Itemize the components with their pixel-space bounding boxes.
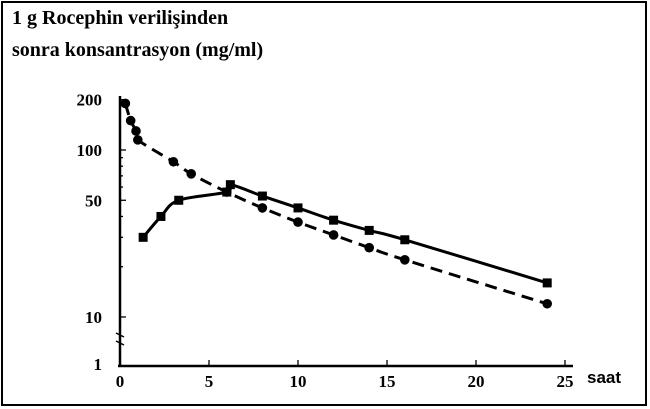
series-1-point bbox=[257, 203, 268, 213]
y-tick-label: 10 bbox=[85, 308, 102, 327]
y-tick-label: 200 bbox=[77, 91, 103, 110]
chart-title-line-2: sonra konsantrasyon (mg/ml) bbox=[12, 39, 264, 61]
x-axis-label: saat bbox=[587, 368, 621, 387]
series-2-point bbox=[156, 211, 166, 221]
series-1-point bbox=[364, 242, 375, 253]
series-1-point bbox=[293, 217, 303, 227]
series-2-line bbox=[141, 183, 548, 285]
y-tick-label: 50 bbox=[85, 191, 102, 210]
series-2-point bbox=[257, 191, 267, 201]
y-tick-label: 100 bbox=[77, 141, 103, 160]
series-1-point bbox=[125, 115, 136, 126]
x-tick-label: 0 bbox=[116, 372, 125, 391]
series-2-point bbox=[364, 225, 374, 235]
y-axis-break-mark bbox=[115, 332, 125, 346]
series-2-point bbox=[542, 278, 552, 288]
series-1-point bbox=[400, 255, 410, 265]
series-1-point bbox=[168, 156, 179, 167]
series-2-point bbox=[225, 180, 235, 190]
series-2-point bbox=[138, 232, 148, 242]
series-2-point bbox=[400, 235, 410, 245]
x-tick-label: 20 bbox=[468, 372, 485, 391]
series-2-point bbox=[293, 203, 303, 213]
y-tick-label: 1 bbox=[94, 355, 103, 374]
x-tick-label: 10 bbox=[290, 372, 307, 391]
x-tick-label: 25 bbox=[557, 372, 574, 391]
series-1-point bbox=[542, 298, 552, 309]
series-1-point bbox=[120, 98, 131, 109]
x-tick-label: 5 bbox=[205, 372, 214, 391]
series-1-point bbox=[133, 135, 143, 145]
x-tick-label: 15 bbox=[379, 372, 396, 391]
series-1-point bbox=[131, 126, 141, 136]
series-1-point bbox=[186, 169, 196, 179]
chart-title-line-1: 1 g Rocephin verilişinden bbox=[12, 7, 229, 29]
series-1-point bbox=[328, 230, 339, 240]
series-2-point bbox=[329, 215, 339, 225]
series-2-point bbox=[222, 187, 232, 197]
series-2-point bbox=[174, 195, 184, 205]
series-1-line bbox=[123, 103, 548, 306]
